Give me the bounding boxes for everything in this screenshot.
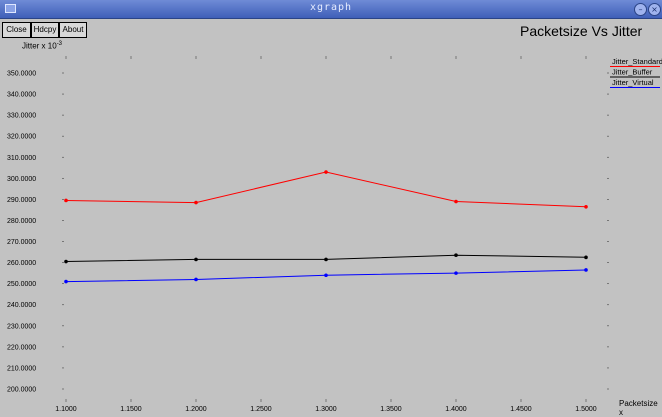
x-axis-label: Packetsize x (619, 399, 658, 417)
close-icon[interactable]: × (648, 3, 661, 16)
x-tick-label: 1.4000 (445, 406, 467, 413)
y-axis-label: Jitter x 10-3 (22, 41, 62, 51)
data-point (454, 271, 458, 275)
data-point (584, 268, 588, 272)
data-point (324, 273, 328, 278)
window-menu-icon[interactable] (5, 4, 16, 13)
y-axis-label-text: Jitter x 10 (22, 41, 57, 51)
y-tick-label: 310.0000 (7, 155, 36, 162)
y-tick-label: 230.0000 (7, 323, 36, 330)
series-lines (64, 170, 588, 284)
data-point (324, 257, 328, 262)
y-axis-label-exponent: -3 (56, 41, 63, 47)
x-axis-ticks: 1.1000 1.1500 1.2000 1.2500 1.3000 1.3500 1.40… (55, 56, 597, 413)
x-tick-label: 1.2000 (185, 406, 207, 413)
y-axis-ticks: 200.0000 210.0000 220.0000 230.0000 240.0000… (7, 71, 609, 394)
data-point (324, 170, 328, 174)
y-tick-label: 220.0000 (7, 344, 36, 351)
x-tick-label: 1.3500 (380, 406, 402, 413)
data-point (454, 199, 458, 204)
data-point (194, 257, 198, 262)
legend-entry: Jitter_Buffer (612, 68, 653, 77)
data-point (584, 204, 588, 209)
y-tick-label: 200.0000 (7, 387, 36, 394)
y-tick-label: 250.0000 (7, 281, 36, 288)
data-point (64, 259, 68, 264)
y-tick-label: 260.0000 (7, 260, 36, 267)
legend-entry: Jitter_Virtual (612, 78, 654, 87)
chart-title: Packetsize Vs Jitter (520, 23, 643, 39)
y-tick-label: 210.0000 (7, 365, 36, 372)
data-point (64, 198, 68, 203)
data-point (194, 277, 198, 282)
x-tick-label: 1.2500 (250, 406, 272, 413)
close-button[interactable]: Close (2, 22, 31, 38)
title-bar[interactable]: xgraph – × (0, 0, 662, 19)
y-tick-label: 340.0000 (7, 92, 36, 99)
y-tick-label: 280.0000 (7, 218, 36, 225)
x-tick-label: 1.1500 (120, 406, 142, 413)
y-tick-label: 330.0000 (7, 113, 36, 120)
x-tick-label: 1.4500 (510, 406, 532, 413)
y-tick-label: 270.0000 (7, 239, 36, 246)
x-tick-label: 1.1000 (55, 406, 77, 413)
data-point (584, 255, 588, 260)
legend: Jitter_Standard Jitter_BufferJitter_Virtu… (610, 57, 662, 88)
y-tick-label: 300.0000 (7, 176, 36, 183)
data-point (454, 253, 458, 258)
data-point (64, 279, 68, 284)
y-tick-label: 290.0000 (7, 197, 36, 204)
x-tick-label: 1.3000 (315, 406, 337, 413)
about-button[interactable]: About (59, 22, 87, 38)
y-tick-label: 350.0000 (7, 71, 36, 78)
y-tick-label: 320.0000 (7, 134, 36, 141)
y-tick-label: 240.0000 (7, 302, 36, 309)
hdcpy-button[interactable]: Hdcpy (31, 22, 59, 38)
data-point (194, 200, 198, 205)
series-line-jitter-standard (65, 171, 587, 208)
window-title: xgraph (309, 2, 353, 13)
legend-entry: Jitter_Standard (612, 57, 662, 66)
x-tick-label: 1.5000 (575, 406, 597, 413)
minimize-icon[interactable]: – (634, 3, 647, 16)
